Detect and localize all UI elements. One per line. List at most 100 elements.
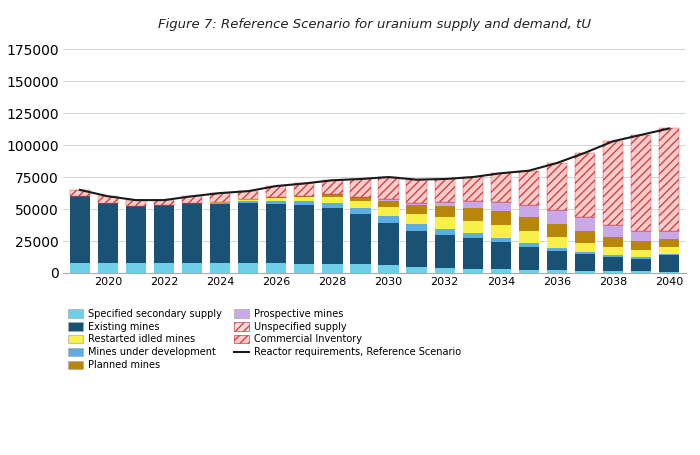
Bar [491,211,511,225]
Bar [435,268,455,273]
Bar [603,257,623,271]
Bar [210,202,230,203]
Bar [519,247,539,270]
Bar [547,251,567,270]
Bar [463,268,483,273]
Bar [210,204,230,263]
Bar [294,205,314,264]
Bar [407,267,427,273]
Bar [659,247,679,253]
Bar [603,225,623,237]
Bar [463,221,483,233]
Bar [238,202,258,203]
Title: Figure 7: Reference Scenario for uranium supply and demand, tU: Figure 7: Reference Scenario for uranium… [158,18,591,31]
Bar [266,204,286,263]
Bar [266,201,286,204]
Bar [631,241,651,250]
Bar [351,201,370,208]
Bar [631,259,651,272]
Bar [294,202,314,205]
Bar [407,214,427,224]
Bar [210,203,230,204]
Bar [154,205,174,263]
Bar [575,217,595,231]
Bar [322,197,342,203]
Bar [379,201,398,207]
Bar [519,231,539,243]
Bar [547,224,567,237]
Bar [603,255,623,257]
Bar [575,271,595,273]
Bar [547,210,567,224]
Bar [126,263,146,273]
Bar [407,202,427,205]
Bar [98,203,118,263]
Bar [238,203,258,263]
Bar [70,263,90,273]
Bar [659,272,679,273]
Bar [238,263,258,273]
Bar [126,206,146,263]
Bar [659,231,679,239]
Bar [659,239,679,247]
Bar [294,197,314,202]
Bar [463,233,483,238]
Bar [575,252,595,254]
Bar [98,263,118,273]
Bar [631,272,651,273]
Bar [631,231,651,241]
Bar [407,224,427,231]
Bar [575,254,595,271]
Bar [70,196,90,263]
Bar [322,194,342,197]
Bar [547,270,567,273]
Bar [575,243,595,252]
Bar [491,225,511,238]
Bar [182,202,202,263]
Bar [463,208,483,221]
Bar [435,229,455,235]
Bar [294,196,314,197]
Bar [491,202,511,211]
Bar [351,264,370,273]
Bar [491,269,511,273]
Bar [266,197,286,201]
Bar [379,199,398,201]
Bar [294,264,314,273]
Bar [210,263,230,273]
Bar [322,208,342,264]
Bar [547,248,567,251]
Bar [519,205,539,217]
Bar [351,197,370,201]
Bar [435,235,455,268]
Bar [463,238,483,268]
Bar [519,217,539,231]
Bar [491,243,511,269]
Bar [379,207,398,216]
Bar [435,207,455,217]
Bar [603,271,623,273]
Bar [322,264,342,273]
Bar [351,214,370,264]
Bar [519,243,539,247]
Bar [659,255,679,272]
Bar [519,270,539,273]
Bar [379,265,398,273]
Bar [463,202,483,208]
Bar [322,203,342,208]
Bar [547,237,567,248]
Bar [182,263,202,273]
Bar [379,223,398,265]
Bar [659,253,679,255]
Bar [154,263,174,273]
Bar [631,257,651,259]
Bar [603,247,623,255]
Bar [379,216,398,223]
Bar [266,263,286,273]
Bar [435,217,455,229]
Bar [407,231,427,267]
Bar [603,237,623,247]
Bar [491,238,511,243]
Bar [575,231,595,243]
Bar [631,250,651,257]
